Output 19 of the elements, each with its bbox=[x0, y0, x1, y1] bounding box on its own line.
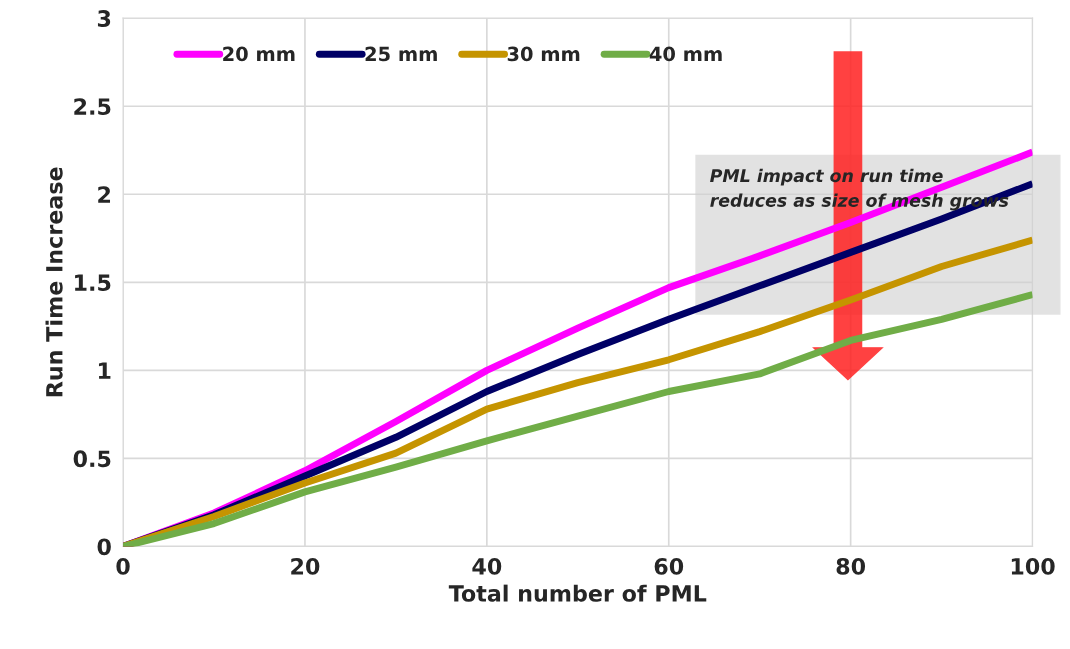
x-tick-label: 0 bbox=[116, 557, 130, 575]
x-tick-label: 80 bbox=[836, 557, 866, 575]
x-tick-label: 100 bbox=[1011, 557, 1055, 575]
y-tick-label: 0.5 bbox=[73, 450, 111, 468]
x-tick-label: 40 bbox=[472, 557, 502, 575]
legend-label: 40 mm bbox=[649, 46, 722, 62]
legend-label: 20 mm bbox=[223, 46, 295, 62]
y-tick-label: 0 bbox=[97, 538, 111, 556]
x-axis-title: Total number of PML bbox=[448, 584, 707, 602]
y-axis-title: Run Time Increase bbox=[45, 167, 63, 397]
legend-label: 25 mm bbox=[365, 46, 437, 62]
y-tick-label: 2 bbox=[98, 186, 111, 203]
y-tick-label: 1.5 bbox=[75, 274, 111, 292]
y-tick-label: 1 bbox=[98, 362, 111, 379]
x-tick-label: 20 bbox=[291, 557, 320, 575]
y-tick-label: 2.5 bbox=[74, 98, 111, 115]
legend-label: 30 mm bbox=[507, 46, 580, 62]
x-tick-label: 60 bbox=[654, 557, 684, 575]
y-tick-label: 3 bbox=[97, 10, 111, 27]
